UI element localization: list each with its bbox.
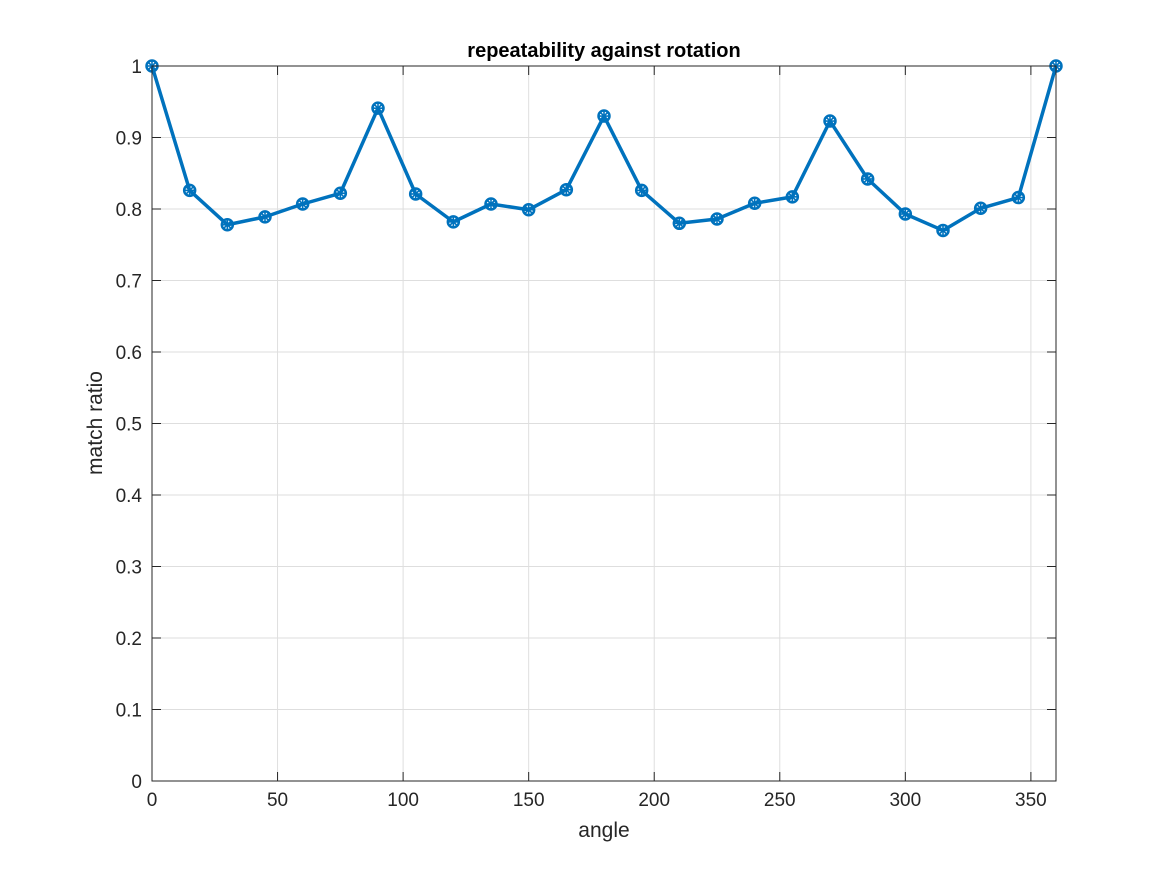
x-tick-label: 100 (387, 790, 419, 811)
data-point-marker (1011, 190, 1026, 205)
data-point-marker (220, 217, 235, 232)
x-tick-label: 150 (513, 790, 545, 811)
x-tick-label: 350 (1015, 790, 1047, 811)
y-tick-label: 0.1 (116, 701, 142, 722)
chart-title: repeatability against rotation (467, 40, 740, 62)
data-point-marker (634, 183, 649, 198)
data-point-marker (710, 212, 724, 226)
data-point-marker (747, 196, 762, 211)
y-tick-label: 0.2 (116, 629, 142, 650)
tick-labels: 0 50 100 150 200 250 300 350 0 0.1 0.2 0.3 0.4 0.5 0.6… (116, 57, 1047, 811)
y-tick-label: 0.7 (116, 272, 142, 293)
data-point-marker (446, 215, 461, 229)
data-point-marker (258, 210, 272, 224)
y-axis-label: match ratio (84, 371, 107, 475)
data-point-marker (521, 202, 536, 217)
y-tick-label: 0.6 (116, 343, 142, 364)
y-tick-label: 0.4 (116, 486, 143, 507)
series-layer (145, 59, 1063, 238)
data-point-marker (484, 197, 498, 211)
data-point-marker (898, 207, 913, 221)
x-tick-label: 50 (267, 790, 288, 811)
data-point-marker (672, 216, 687, 231)
data-point-marker (860, 172, 875, 186)
x-axis-label: angle (578, 819, 629, 842)
y-tick-label: 0 (131, 772, 142, 793)
data-point-marker (333, 186, 348, 201)
data-point-marker (823, 114, 837, 128)
y-tick-label: 0.9 (116, 129, 142, 150)
x-tick-label: 300 (889, 790, 921, 811)
y-tick-label: 0.3 (116, 558, 142, 579)
x-tick-label: 250 (764, 790, 796, 811)
tick-marks (151, 65, 1056, 782)
x-tick-label: 200 (638, 790, 670, 811)
data-point-marker (597, 109, 611, 123)
data-point-marker (559, 182, 574, 197)
y-tick-label: 0.5 (116, 415, 142, 436)
y-tick-label: 0.8 (116, 200, 142, 221)
data-point-marker (295, 197, 310, 211)
data-point-marker (408, 187, 423, 201)
x-tick-label: 0 (147, 790, 158, 811)
data-point-marker (936, 223, 950, 238)
data-point-marker (973, 201, 988, 216)
data-point-marker (371, 101, 385, 115)
data-point-marker (785, 190, 800, 204)
data-point-marker (182, 183, 197, 198)
y-tick-label: 1 (131, 57, 142, 78)
